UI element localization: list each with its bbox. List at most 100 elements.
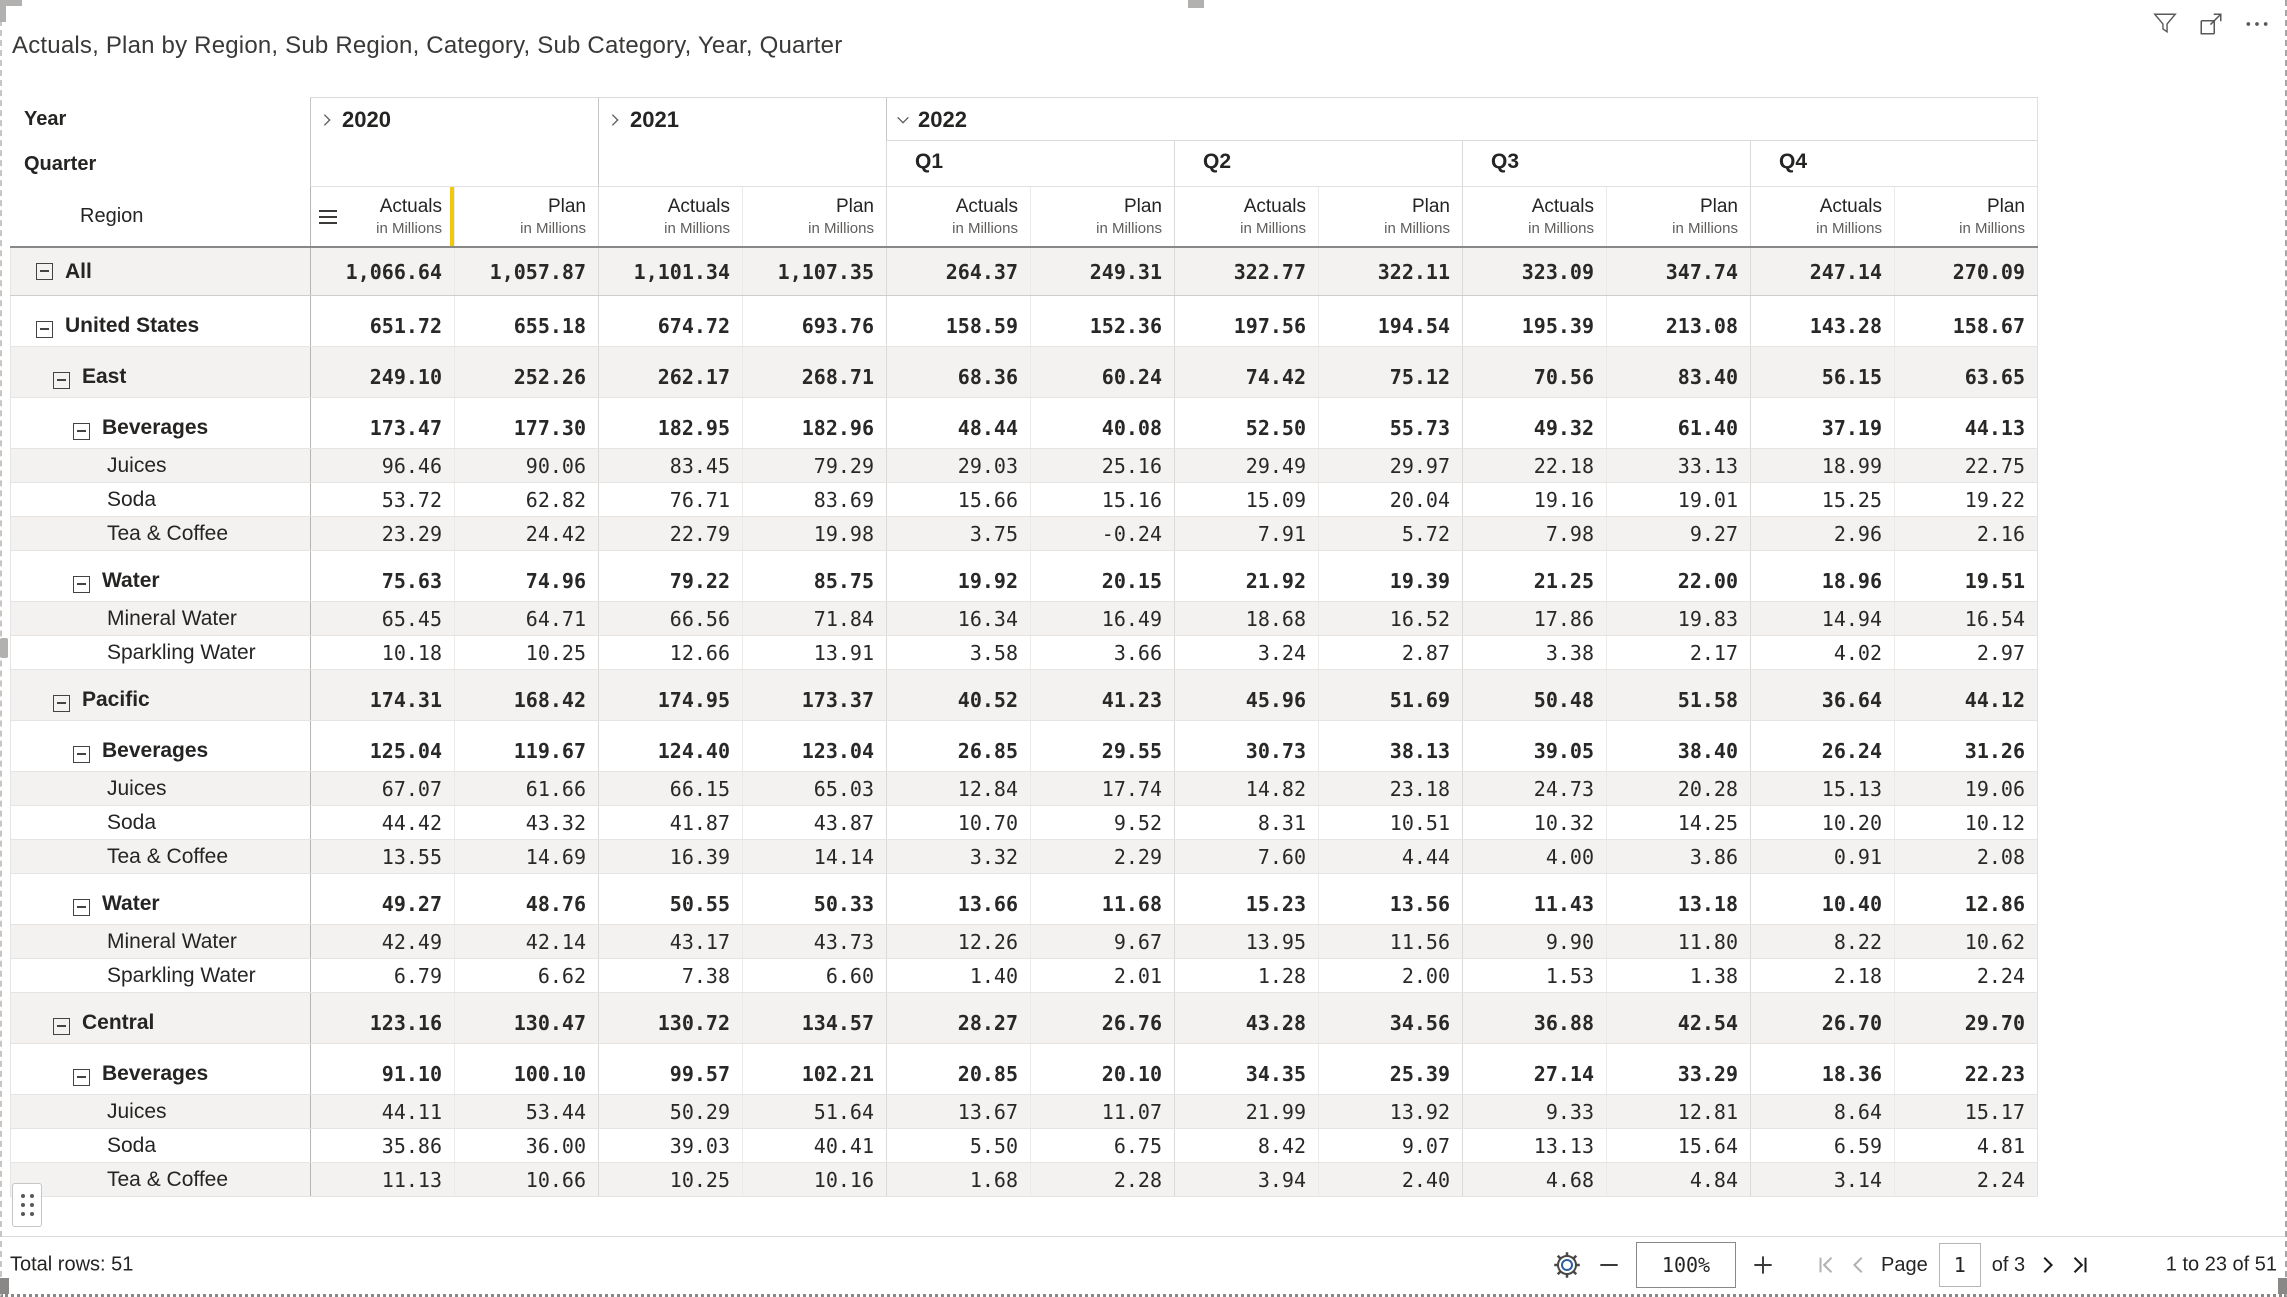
matrix-cell[interactable]: 2.40: [1318, 1163, 1462, 1196]
matrix-cell[interactable]: 20.15: [1030, 551, 1174, 601]
matrix-cell[interactable]: 674.72: [598, 296, 742, 346]
row-label[interactable]: Juices: [10, 449, 310, 482]
matrix-cell[interactable]: 322.11: [1318, 248, 1462, 295]
matrix-cell[interactable]: 14.82: [1174, 772, 1318, 805]
matrix-cell[interactable]: 2.17: [1606, 636, 1750, 669]
matrix-cell[interactable]: 24.73: [1462, 772, 1606, 805]
matrix-cell[interactable]: 14.94: [1750, 602, 1894, 635]
row-label[interactable]: East: [10, 347, 310, 397]
matrix-cell[interactable]: 4.00: [1462, 840, 1606, 873]
matrix-cell[interactable]: 83.40: [1606, 347, 1750, 397]
matrix-cell[interactable]: 29.55: [1030, 721, 1174, 771]
matrix-cell[interactable]: 60.24: [1030, 347, 1174, 397]
year-header-2022[interactable]: 2022: [886, 97, 2038, 141]
matrix-cell[interactable]: 19.98: [742, 517, 886, 550]
resize-handle-top-left[interactable]: [0, 0, 22, 6]
matrix-cell[interactable]: 10.25: [598, 1163, 742, 1196]
resize-handle-top-middle[interactable]: [1188, 0, 1204, 8]
matrix-cell[interactable]: 96.46: [310, 449, 454, 482]
matrix-cell[interactable]: 3.58: [886, 636, 1030, 669]
matrix-cell[interactable]: 28.27: [886, 993, 1030, 1043]
resize-handle-bottom-left[interactable]: [0, 1278, 9, 1294]
matrix-cell[interactable]: 6.62: [454, 959, 598, 992]
matrix-cell[interactable]: 16.34: [886, 602, 1030, 635]
matrix-cell[interactable]: 14.69: [454, 840, 598, 873]
matrix-cell[interactable]: 174.31: [310, 670, 454, 720]
matrix-cell[interactable]: 65.45: [310, 602, 454, 635]
matrix-cell[interactable]: 66.56: [598, 602, 742, 635]
matrix-cell[interactable]: 6.79: [310, 959, 454, 992]
matrix-cell[interactable]: 2.16: [1894, 517, 2038, 550]
focus-mode-icon[interactable]: [2195, 8, 2227, 40]
quarter-header-q2[interactable]: Q2: [1174, 141, 1462, 187]
matrix-cell[interactable]: 1,066.64: [310, 248, 454, 295]
matrix-cell[interactable]: 50.55: [598, 874, 742, 924]
collapse-icon[interactable]: [73, 746, 90, 763]
matrix-cell[interactable]: 33.13: [1606, 449, 1750, 482]
matrix-cell[interactable]: 10.12: [1894, 806, 2038, 839]
matrix-cell[interactable]: 29.97: [1318, 449, 1462, 482]
column-header-actuals[interactable]: Actuals in Millions: [1174, 187, 1318, 246]
matrix-cell[interactable]: 19.22: [1894, 483, 2038, 516]
matrix-cell[interactable]: 17.86: [1462, 602, 1606, 635]
matrix-cell[interactable]: 8.42: [1174, 1129, 1318, 1162]
matrix-cell[interactable]: 7.38: [598, 959, 742, 992]
matrix-cell[interactable]: 51.64: [742, 1095, 886, 1128]
quarter-header-q4[interactable]: Q4: [1750, 141, 2038, 187]
matrix-cell[interactable]: 48.44: [886, 398, 1030, 448]
collapse-icon[interactable]: [53, 695, 70, 712]
zoom-level-input[interactable]: 100%: [1636, 1242, 1736, 1288]
matrix-cell[interactable]: 213.08: [1606, 296, 1750, 346]
matrix-cell[interactable]: 44.13: [1894, 398, 2038, 448]
matrix-cell[interactable]: 264.37: [886, 248, 1030, 295]
matrix-cell[interactable]: 74.96: [454, 551, 598, 601]
matrix-cell[interactable]: 134.57: [742, 993, 886, 1043]
row-label[interactable]: Beverages: [10, 1044, 310, 1094]
matrix-cell[interactable]: 130.72: [598, 993, 742, 1043]
row-label[interactable]: Juices: [10, 772, 310, 805]
matrix-cell[interactable]: 102.21: [742, 1044, 886, 1094]
matrix-cell[interactable]: 13.95: [1174, 925, 1318, 958]
matrix-cell[interactable]: 2.96: [1750, 517, 1894, 550]
matrix-cell[interactable]: 22.79: [598, 517, 742, 550]
row-label[interactable]: Pacific: [10, 670, 310, 720]
matrix-cell[interactable]: 4.02: [1750, 636, 1894, 669]
filter-icon[interactable]: [2149, 8, 2181, 40]
matrix-cell[interactable]: 53.72: [310, 483, 454, 516]
matrix-cell[interactable]: 2.08: [1894, 840, 2038, 873]
matrix-cell[interactable]: 49.27: [310, 874, 454, 924]
matrix-cell[interactable]: 16.52: [1318, 602, 1462, 635]
column-header-actuals[interactable]: Actuals in Millions: [1462, 187, 1606, 246]
matrix-cell[interactable]: 19.06: [1894, 772, 2038, 805]
matrix-cell[interactable]: 123.04: [742, 721, 886, 771]
matrix-cell[interactable]: 18.36: [1750, 1044, 1894, 1094]
matrix-cell[interactable]: 27.14: [1462, 1044, 1606, 1094]
matrix-cell[interactable]: 13.66: [886, 874, 1030, 924]
matrix-cell[interactable]: 13.55: [310, 840, 454, 873]
matrix-cell[interactable]: 3.75: [886, 517, 1030, 550]
matrix-cell[interactable]: 152.36: [1030, 296, 1174, 346]
matrix-cell[interactable]: 11.80: [1606, 925, 1750, 958]
matrix-cell[interactable]: 174.95: [598, 670, 742, 720]
column-header-actuals[interactable]: Actuals in Millions: [1750, 187, 1894, 246]
matrix-cell[interactable]: 20.28: [1606, 772, 1750, 805]
row-label[interactable]: Juices: [10, 1095, 310, 1128]
matrix-cell[interactable]: 49.32: [1462, 398, 1606, 448]
column-header-actuals[interactable]: Actuals in Millions: [886, 187, 1030, 246]
matrix-cell[interactable]: 75.63: [310, 551, 454, 601]
matrix-cell[interactable]: 19.83: [1606, 602, 1750, 635]
matrix-cell[interactable]: 31.26: [1894, 721, 2038, 771]
matrix-cell[interactable]: 19.51: [1894, 551, 2038, 601]
matrix-cell[interactable]: 65.03: [742, 772, 886, 805]
matrix-cell[interactable]: 3.32: [886, 840, 1030, 873]
row-label[interactable]: Mineral Water: [10, 925, 310, 958]
row-label[interactable]: Water: [10, 551, 310, 601]
matrix-cell[interactable]: 8.64: [1750, 1095, 1894, 1128]
matrix-cell[interactable]: 68.36: [886, 347, 1030, 397]
matrix-cell[interactable]: 0.91: [1750, 840, 1894, 873]
collapse-icon[interactable]: [73, 899, 90, 916]
matrix-cell[interactable]: 10.18: [310, 636, 454, 669]
matrix-cell[interactable]: 43.87: [742, 806, 886, 839]
matrix-cell[interactable]: 19.92: [886, 551, 1030, 601]
matrix-cell[interactable]: 2.18: [1750, 959, 1894, 992]
